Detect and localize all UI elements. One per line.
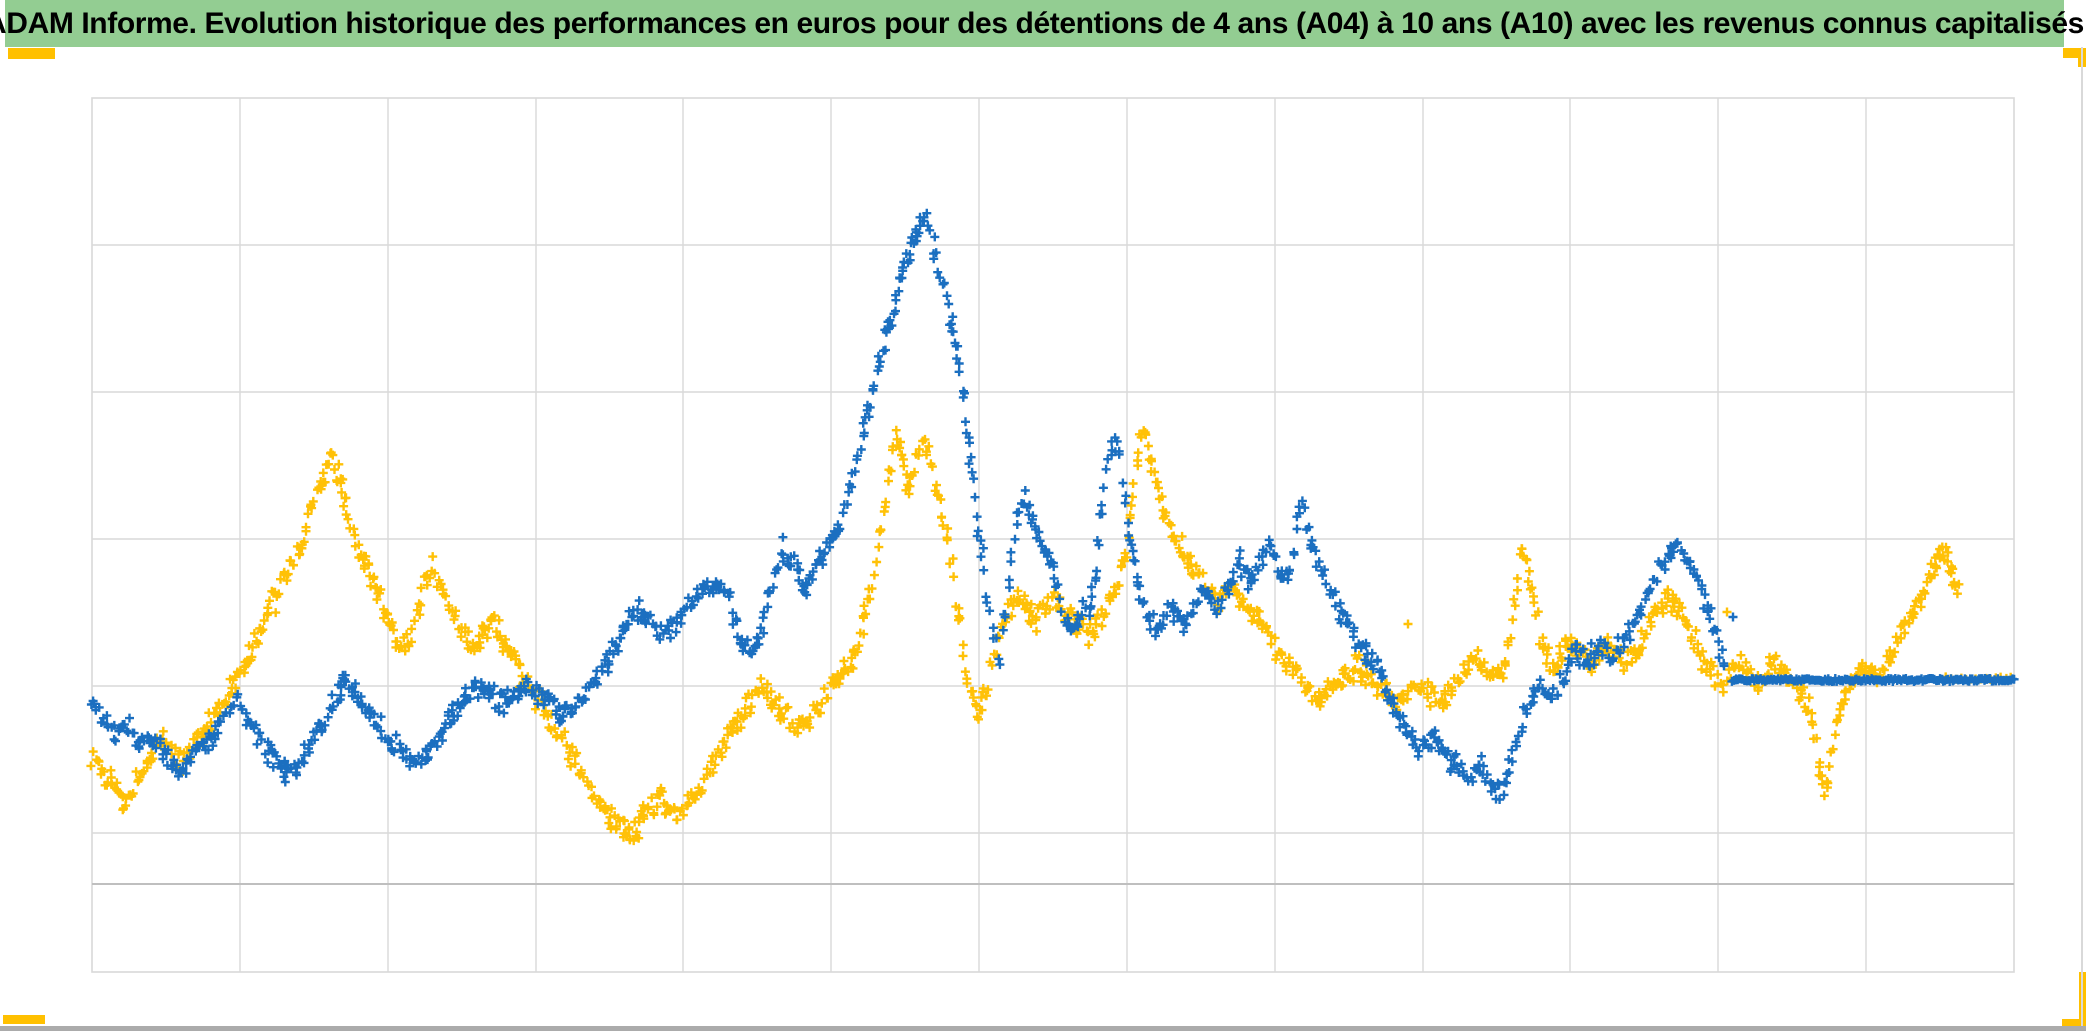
chart-title: ADAM Informe. Evolution historique des p… bbox=[0, 6, 2084, 40]
selection-handle-bottom-left[interactable] bbox=[3, 1015, 45, 1024]
chart-title-bar: ADAM Informe. Evolution historique des p… bbox=[0, 0, 2084, 47]
gold-series-markers bbox=[86, 425, 2016, 846]
selection-handle-top-left[interactable] bbox=[8, 48, 55, 59]
selection-border-bottom-right[interactable] bbox=[2062, 1019, 2086, 1026]
pane-edge-line bbox=[2081, 47, 2083, 1027]
plot-area bbox=[91, 97, 2015, 973]
selection-border-top-right[interactable] bbox=[2063, 48, 2086, 58]
window-bottom-strip bbox=[0, 1026, 2086, 1031]
blue-series-markers bbox=[86, 208, 2019, 804]
